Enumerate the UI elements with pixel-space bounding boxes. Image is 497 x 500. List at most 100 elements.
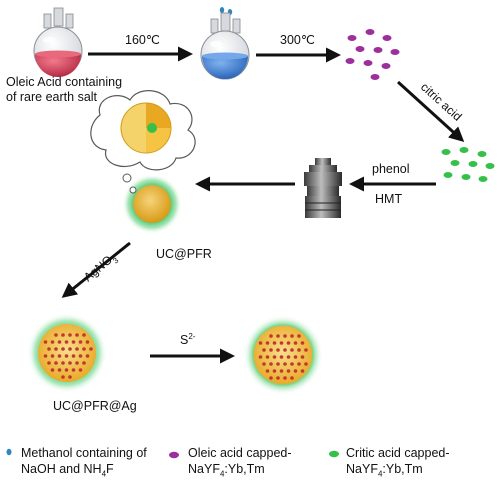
uc-pfr-label: UC@PFR [156, 247, 212, 261]
ag-dot [265, 369, 270, 373]
ag-dot [276, 362, 280, 366]
legend-oleic: Oleic acid capped- NaYF4:Yb,Tm [188, 445, 292, 483]
uc-pfr-ag-particle-icon [27, 313, 107, 393]
ag-dot [304, 348, 308, 352]
ag-dot [286, 369, 291, 373]
ag-dot [54, 347, 58, 351]
hmt-label: HMT [375, 192, 402, 206]
arrow-icon [61, 241, 131, 298]
oleic-particles-icon [345, 29, 400, 80]
legend-citric: Critic acid capped- NaYF4:Yb,Tm [346, 445, 450, 483]
ag-dot [50, 340, 55, 344]
oleic-legend-icon [169, 451, 179, 459]
final-particle-icon [243, 315, 323, 395]
ag-dot [297, 348, 301, 352]
ag-dot [78, 368, 83, 372]
ag-dot [290, 376, 294, 380]
ag-dot [47, 361, 51, 365]
ag-dot [269, 348, 273, 352]
ag-dot [82, 361, 86, 365]
ag-dot [61, 333, 65, 337]
ag-dot [290, 348, 294, 352]
ag-dot [279, 369, 284, 373]
methanol-legend-icon [6, 448, 12, 456]
ag-dot [57, 368, 62, 372]
ag-dot [283, 334, 287, 338]
legend-oleic-line1: Oleic acid capped- [188, 446, 292, 460]
ag-dot [265, 355, 270, 359]
ag-dot [64, 354, 69, 358]
citric-legend-icon [329, 450, 339, 458]
ag-dot [47, 347, 51, 351]
ag-dot [283, 348, 287, 352]
ag-dot [279, 341, 284, 345]
ag-dot [43, 340, 48, 344]
ag-dot [50, 368, 55, 372]
phenol-label: phenol [372, 162, 410, 176]
ag-dot [57, 354, 62, 358]
legend-citric-line2: NaYF4:Yb,Tm [346, 462, 423, 479]
ag-dot [290, 362, 294, 366]
ag-dot [276, 376, 280, 380]
ag-dot [300, 369, 305, 373]
ag-dot [276, 334, 280, 338]
ag-dot [293, 369, 298, 373]
ag-dot [269, 376, 273, 380]
temp-300-label: 300℃ [280, 33, 315, 47]
ag-dot [71, 340, 76, 344]
legend-methanol-line2: NaOH and NH4F [21, 462, 114, 479]
temp-160-label: 160℃ [125, 33, 160, 47]
ag-dot [82, 333, 86, 337]
arrow-icon [396, 80, 465, 143]
ag-dot [279, 355, 284, 359]
round-bottom-flask-icon [200, 12, 250, 80]
ag-dot [61, 361, 65, 365]
ag-dot [54, 361, 58, 365]
ag-dot [54, 333, 58, 337]
uc-pfr-particle-icon [122, 174, 182, 234]
ag-dot [78, 354, 83, 358]
legend-methanol-line1: Methanol containing of [21, 446, 147, 460]
ag-dot [75, 333, 79, 337]
ag-dot [300, 355, 305, 359]
ag-dot [68, 361, 72, 365]
ag-dot [272, 355, 277, 359]
ag-dot [61, 375, 65, 379]
autoclave-icon [304, 158, 342, 218]
ag-dot [262, 362, 266, 366]
ag-dot [290, 334, 294, 338]
ag-dot [262, 348, 266, 352]
legend-citric-line1: Critic acid capped- [346, 446, 450, 460]
ag-dot [68, 333, 72, 337]
start-label-line2: of rare earth salt [6, 90, 98, 104]
ag-dot [286, 341, 291, 345]
ag-dot [272, 369, 277, 373]
ag-dot [85, 340, 90, 344]
ag-dot [64, 368, 69, 372]
ag-dot [258, 355, 263, 359]
ag-dot [286, 355, 291, 359]
uc-pfr-ag-label: UC@PFR@Ag [53, 399, 137, 413]
ag-dot [85, 354, 90, 358]
ag-dot [43, 354, 48, 358]
ag-dot [89, 347, 93, 351]
ag-dot [75, 361, 79, 365]
ag-dot [71, 354, 76, 358]
ag-dot [269, 362, 273, 366]
ag-dot [82, 347, 86, 351]
nanoparticle-cross-section-icon [90, 90, 196, 194]
ag-dot [276, 348, 280, 352]
citric-particles-icon [441, 147, 495, 182]
start-label-line1: Oleic Acid containing [6, 75, 122, 89]
ag-dot [297, 362, 301, 366]
legend-methanol: Methanol containing of NaOH and NH4F [21, 445, 147, 483]
ag-dot [64, 340, 69, 344]
ag-dot [297, 334, 301, 338]
ag-dot [283, 362, 287, 366]
ag-dot [78, 340, 83, 344]
s2-label: S2- [180, 332, 196, 347]
legend-oleic-line2: NaYF4:Yb,Tm [188, 462, 265, 479]
ag-dot [283, 376, 287, 380]
ag-dot [75, 347, 79, 351]
